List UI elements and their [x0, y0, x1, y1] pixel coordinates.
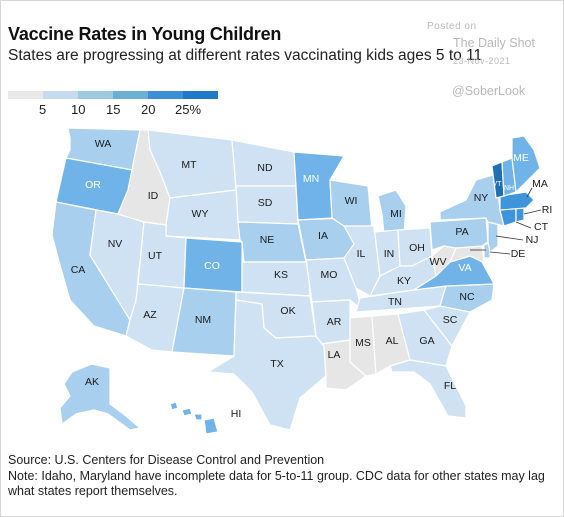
state-NC [439, 283, 495, 313]
label-MT: MT [181, 159, 197, 171]
label-WV: WV [430, 256, 447, 268]
label-WA: WA [95, 138, 112, 150]
legend: 5 10 15 20 25% [8, 91, 220, 118]
source-line: Source: U.S. Centers for Disease Control… [8, 453, 325, 467]
callout-de [489, 251, 511, 255]
legend-swatch-5 [183, 91, 218, 99]
label-CA: CA [71, 264, 86, 276]
label-NY: NY [474, 192, 489, 204]
label-OK: OK [280, 305, 295, 317]
label-FL: FL [444, 380, 456, 392]
label-HI: HI [231, 408, 242, 420]
label-LA: LA [328, 349, 341, 361]
state-MS [349, 315, 377, 377]
legend-label-10: 10 [71, 102, 86, 117]
state-AK [59, 363, 141, 431]
legend-swatch-0 [8, 91, 43, 99]
label-IA: IA [318, 230, 328, 242]
watermark-site: The Daily Shot [453, 36, 535, 50]
label-MI: MI [390, 208, 402, 220]
label-MO: MO [321, 269, 338, 281]
label-SC: SC [443, 314, 458, 326]
label-IN: IN [384, 248, 395, 260]
state-HI-island-4 [203, 417, 219, 435]
callout-nj [495, 235, 524, 241]
chart-subtitle: States are progressing at different rate… [8, 47, 483, 64]
state-HI-island-1 [169, 401, 179, 411]
label-TN: TN [388, 296, 402, 308]
label-CT: CT [534, 221, 549, 233]
legend-label-5: 5 [39, 102, 47, 117]
label-KY: KY [397, 275, 411, 287]
label-SD: SD [258, 197, 273, 209]
label-ND: ND [257, 162, 273, 174]
state-HI [169, 401, 219, 435]
label-PA: PA [455, 226, 468, 238]
label-ME: ME [513, 152, 529, 164]
label-NJ: NJ [526, 234, 539, 246]
callout-ma [526, 187, 533, 198]
label-AK: AK [85, 376, 99, 388]
legend-label-15: 15 [106, 102, 121, 117]
state-GA [397, 309, 453, 367]
state-HI-island-2 [181, 407, 193, 417]
callout-ri [523, 209, 542, 215]
state-WY [165, 189, 241, 241]
label-NM: NM [195, 314, 211, 326]
label-AZ: AZ [143, 309, 157, 321]
label-UT: UT [148, 250, 163, 262]
label-AL: AL [386, 335, 399, 347]
label-NV: NV [108, 238, 123, 250]
label-OR: OR [85, 179, 101, 191]
legend-swatch-2 [78, 91, 113, 99]
label-WI: WI [345, 195, 358, 207]
label-RI: RI [542, 204, 553, 216]
label-VT: VT [493, 181, 503, 188]
note-line: Note: Idaho, Maryland have incomplete da… [8, 468, 545, 499]
legend-label-20: 20 [141, 102, 156, 117]
label-ID: ID [148, 190, 159, 202]
label-OH: OH [409, 242, 425, 254]
legend-swatch-1 [43, 91, 78, 99]
state-RI [515, 207, 525, 223]
watermark-posted: Posted on [427, 21, 477, 32]
label-NC: NC [459, 291, 475, 303]
chart-title: Vaccine Rates in Young Children [8, 24, 282, 44]
state-FL [389, 359, 467, 419]
label-TX: TX [270, 358, 283, 370]
state-MA [499, 191, 535, 211]
watermark-date: 23-Nov-2021 [453, 56, 511, 66]
label-NH: NH [504, 185, 514, 192]
label-DE: DE [511, 248, 526, 260]
watermark-handle: @SoberLook [452, 84, 526, 98]
state-NJ [487, 221, 499, 253]
state-PA [429, 217, 489, 251]
label-MS: MS [355, 337, 371, 349]
legend-swatch-3 [113, 91, 148, 99]
label-VA: VA [458, 262, 471, 274]
legend-label-25: 25% [175, 102, 202, 117]
label-MN: MN [303, 173, 319, 185]
label-CO: CO [204, 260, 220, 272]
label-AR: AR [327, 316, 342, 328]
label-WY: WY [192, 208, 209, 220]
state-TX [207, 299, 327, 431]
source-note: Source: U.S. Centers for Disease Control… [8, 453, 564, 500]
label-GA: GA [419, 335, 434, 347]
label-NE: NE [260, 234, 275, 246]
label-MA: MA [532, 178, 548, 190]
state-ME [511, 135, 541, 193]
label-IL: IL [357, 248, 366, 260]
label-KS: KS [274, 269, 288, 281]
callout-ct [515, 221, 532, 229]
state-HI-island-3 [193, 413, 203, 421]
legend-swatch-4 [148, 91, 183, 99]
